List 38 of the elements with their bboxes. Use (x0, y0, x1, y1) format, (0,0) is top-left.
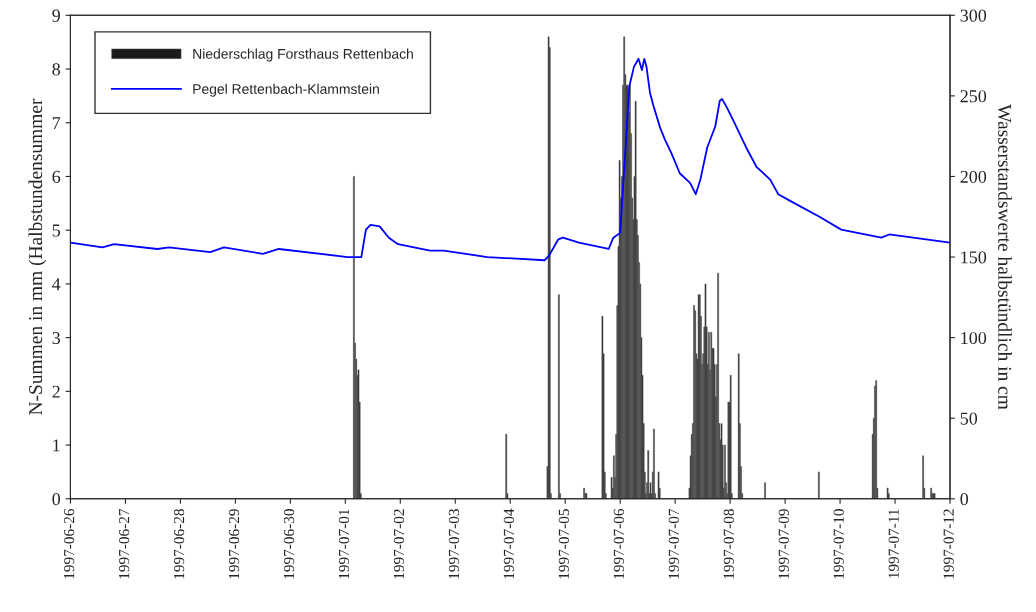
x-tick-label: 1997-07-09 (778, 509, 789, 579)
x-tick-label: 1997-06-30 (283, 509, 295, 579)
x-tick-label: 1997-06-26 (63, 508, 75, 579)
x-tick-label: 1997-07-10 (833, 509, 844, 579)
x-tick-label: 1997-07-11 (888, 509, 899, 578)
y-tick-label: 5 (52, 224, 61, 237)
legend-label: Pegel Rettenbach-Klammstein (193, 83, 379, 97)
y2-tick-label: 150 (961, 251, 987, 264)
y2-tick-label: 50 (960, 412, 978, 425)
y2-tick-label: 100 (961, 331, 987, 345)
x-tick-label: 1997-07-08 (723, 509, 734, 579)
x-tick-label: 1997-06-28 (173, 509, 185, 579)
x-tick-label: 1997-07-01 (338, 509, 350, 579)
x-tick-label: 1997-07-05 (558, 509, 570, 579)
y2-axis-title: Wasserstandswerte halbstündlich in cm (998, 104, 1012, 410)
y-tick-label: 0 (52, 493, 61, 506)
x-tick-label: 1997-06-29 (228, 509, 240, 579)
x-tick-label: 1997-07-04 (503, 508, 515, 579)
x-tick-label: 1997-06-27 (118, 508, 130, 579)
y2-tick-label: 0 (960, 493, 969, 506)
x-tick-label: 1997-07-02 (393, 509, 405, 579)
y2-tick-label: 300 (960, 9, 987, 22)
x-tick-label: 1997-07-06 (613, 508, 624, 579)
x-tick-label: 1997-07-12 (943, 509, 954, 579)
y-tick-label: 2 (52, 385, 60, 398)
y-axis-title: N-Summen in mm (Halbstundensummer (28, 98, 47, 415)
y-tick-label: 8 (52, 63, 61, 76)
x-tick-label: 1997-07-03 (448, 509, 460, 579)
y-tick-label: 1 (53, 439, 60, 452)
y-tick-label: 4 (52, 278, 61, 291)
y-tick-label: 7 (52, 117, 61, 129)
y-tick-label: 3 (52, 331, 61, 345)
y-tick-label: 9 (52, 9, 60, 22)
y2-tick-label: 250 (960, 90, 987, 103)
y2-tick-label: 200 (960, 170, 987, 183)
y-tick-label: 6 (52, 170, 61, 183)
legend-label: Niederschlag Forsthaus Rettenbach (193, 48, 413, 62)
x-tick-label: 1997-07-07 (668, 508, 679, 579)
